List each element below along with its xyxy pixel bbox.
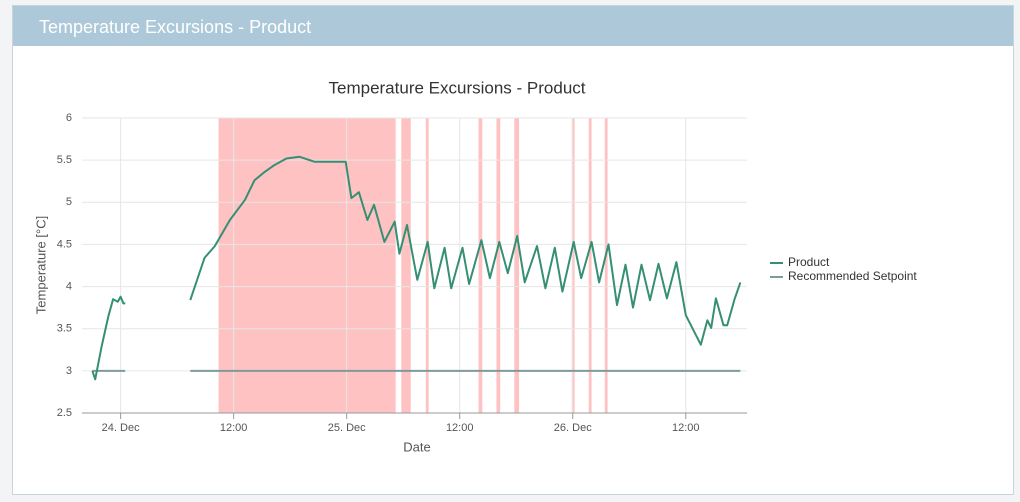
excursion-band xyxy=(401,118,411,413)
x-tick-label: 26. Dec xyxy=(554,422,592,434)
x-tick-label: 12:00 xyxy=(220,422,248,434)
excursion-band xyxy=(425,118,429,413)
excursion-band xyxy=(496,118,501,413)
excursion-band xyxy=(478,118,483,413)
y-tick-label: 3.5 xyxy=(57,323,72,335)
panel-header: Temperature Excursions - Product xyxy=(13,6,1013,46)
y-tick-label: 6 xyxy=(66,112,72,124)
y-tick-label: 2.5 xyxy=(57,407,72,419)
x-axis-label: Date xyxy=(403,439,430,454)
x-tick-label: 12:00 xyxy=(672,422,700,434)
excursion-band xyxy=(588,118,592,413)
legend-label: Recommended Setpoint xyxy=(788,269,917,283)
y-tick-label: 5 xyxy=(66,196,72,208)
chart-title: Temperature Excursions - Product xyxy=(329,78,586,97)
legend-label: Product xyxy=(788,255,830,269)
x-tick-label: 25. Dec xyxy=(328,422,366,434)
excursion-band xyxy=(218,118,396,413)
x-tick-label: 24. Dec xyxy=(102,422,140,434)
line-series xyxy=(91,155,742,381)
y-tick-label: 3 xyxy=(66,365,72,377)
y-axis-label: Temperature [°C] xyxy=(33,216,48,314)
excursion-band xyxy=(514,118,520,413)
y-tick-label: 4 xyxy=(66,280,72,292)
excursion-band xyxy=(604,118,608,413)
x-tick-label: 12:00 xyxy=(446,422,474,434)
y-tick-label: 5.5 xyxy=(57,154,72,166)
y-tick-label: 4.5 xyxy=(57,238,72,250)
